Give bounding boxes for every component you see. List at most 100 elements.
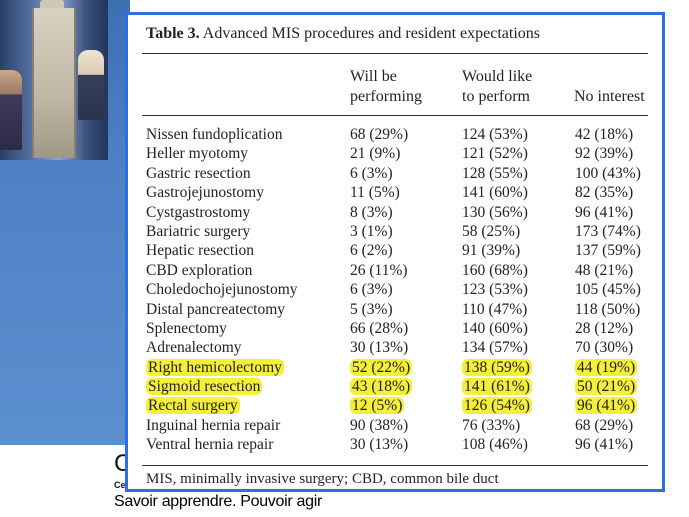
procedure-cell: Adrenalectomy <box>146 338 242 357</box>
would-like-cell: 134 (57%) <box>462 338 528 357</box>
table-row: Splenectomy 66 (28%) 140 (60%) 28 (12%) <box>142 319 648 338</box>
procedure-cell: Bariatric surgery <box>146 222 250 241</box>
procedure-cell: Right hemicolectomy <box>146 358 284 377</box>
would-like-cell: 58 (25%) <box>462 222 520 241</box>
procedure-cell: Nissen fundoplication <box>146 125 282 144</box>
will-be-performing-cell-text: 68 (29%) <box>350 126 409 143</box>
procedure-cell: Gastrojejunostomy <box>146 183 264 202</box>
table-row: Nissen fundoplication 68 (29%) 124 (53%) 42… <box>142 125 648 144</box>
will-be-performing-cell: 3 (1%) <box>350 222 393 241</box>
would-like-cell-text: 108 (46%) <box>462 436 528 454</box>
table-caption-label: Table 3. <box>146 25 200 42</box>
will-be-performing-cell-text: 11 (5%) <box>350 184 400 202</box>
would-like-cell-text: 76 (33%) <box>462 416 521 434</box>
would-like-cell-text: 91 (39%) <box>462 242 521 260</box>
will-be-performing-cell: 68 (29%) <box>350 125 408 144</box>
no-interest-cell-text: 48 (21%) <box>575 261 634 279</box>
table-row: Bariatric surgery 3 (1%) 58 (25%) 173 (74%) <box>142 222 648 241</box>
will-be-performing-cell: 30 (13%) <box>350 435 408 454</box>
column-header-line: Will be <box>350 68 397 85</box>
would-like-cell-text: 141 (61%) <box>462 378 532 396</box>
would-like-cell-text: 128 (55%) <box>462 164 528 182</box>
procedure-cell: Inguinal hernia repair <box>146 416 280 435</box>
column-header-line: Would like <box>462 68 533 85</box>
would-like-cell: 130 (56%) <box>462 203 528 222</box>
will-be-performing-cell: 11 (5%) <box>350 183 400 202</box>
procedure-cell: Rectal surgery <box>146 396 240 415</box>
no-interest-cell-text: 96 (41%) <box>575 203 634 221</box>
would-like-cell: 138 (59%) <box>462 358 532 377</box>
would-like-cell: 110 (47%) <box>462 300 527 319</box>
no-interest-cell-text: 42 (18%) <box>575 126 634 143</box>
no-interest-cell: 50 (21%) <box>575 377 638 396</box>
procedure-cell-text: Splenectomy <box>146 319 227 337</box>
will-be-performing-cell-text: 6 (2%) <box>350 242 393 260</box>
tower-image <box>32 8 76 158</box>
will-be-performing-cell: 6 (2%) <box>350 241 393 260</box>
table-footnote: MIS, minimally invasive surgery; CBD, co… <box>146 471 499 487</box>
would-like-cell: 91 (39%) <box>462 241 520 260</box>
procedure-cell: Distal pancreatectomy <box>146 300 285 319</box>
no-interest-cell-text: 100 (43%) <box>575 164 641 182</box>
will-be-performing-cell-text: 26 (11%) <box>350 261 408 279</box>
will-be-performing-cell: 43 (18%) <box>350 377 413 396</box>
procedure-cell-text: Choledochojejunostomy <box>146 281 298 299</box>
will-be-performing-cell-text: 6 (3%) <box>350 164 393 182</box>
table-row: CBD exploration 26 (11%) 160 (68%) 48 (21%) <box>142 261 648 280</box>
procedure-cell-text: CBD exploration <box>146 261 253 279</box>
will-be-performing-cell: 6 (3%) <box>350 164 393 183</box>
column-header-no-interest: No interest <box>574 88 645 105</box>
procedure-cell-text: Adrenalectomy <box>146 339 242 357</box>
column-header-will-be-performing: Will be performing <box>350 67 422 107</box>
table-row: Inguinal hernia repair 90 (38%) 76 (33%) 68… <box>142 416 648 435</box>
no-interest-cell: 100 (43%) <box>575 164 641 183</box>
will-be-performing-cell-text: 21 (9%) <box>350 145 401 163</box>
will-be-performing-cell: 90 (38%) <box>350 416 408 435</box>
slide-motto: Savoir apprendre. Pouvoir agir <box>114 493 323 510</box>
procedure-cell-text: Gastric resection <box>146 164 251 182</box>
would-like-cell-text: 58 (25%) <box>462 222 521 240</box>
no-interest-cell: 70 (30%) <box>575 338 633 357</box>
procedure-cell-text: Hepatic resection <box>146 242 255 260</box>
procedure-cell: Splenectomy <box>146 319 227 338</box>
would-like-cell-text: 124 (53%) <box>462 126 528 143</box>
column-header-line: performing <box>350 88 422 105</box>
would-like-cell-text: 130 (56%) <box>462 203 528 221</box>
would-like-cell: 140 (60%) <box>462 319 528 338</box>
no-interest-cell: 44 (19%) <box>575 358 638 377</box>
will-be-performing-cell-text: 8 (3%) <box>350 203 393 221</box>
no-interest-cell-text: 105 (45%) <box>575 281 641 299</box>
would-like-cell: 108 (46%) <box>462 435 528 454</box>
would-like-cell-text: 123 (53%) <box>462 281 528 299</box>
no-interest-cell-text: 28 (12%) <box>575 319 634 337</box>
table-body: Nissen fundoplication 68 (29%) 124 (53%) 42… <box>142 125 648 455</box>
will-be-performing-cell-text: 52 (22%) <box>350 358 413 376</box>
table-row: Right hemicolectomy 52 (22%) 138 (59%) 44 (… <box>142 358 648 377</box>
table-panel: Table 3. Advanced MIS procedures and res… <box>125 12 665 492</box>
no-interest-cell-text: 50 (21%) <box>575 378 638 396</box>
will-be-performing-cell: 21 (9%) <box>350 144 400 163</box>
would-like-cell-text: 126 (54%) <box>462 397 532 415</box>
table-row: Adrenalectomy 30 (13%) 134 (57%) 70 (30%) <box>142 338 648 357</box>
will-be-performing-cell: 52 (22%) <box>350 358 413 377</box>
will-be-performing-cell: 30 (13%) <box>350 338 408 357</box>
table-row: Hepatic resection 6 (2%) 91 (39%) 137 (59%) <box>142 241 648 260</box>
would-like-cell: 141 (61%) <box>462 377 532 396</box>
will-be-performing-cell-text: 3 (1%) <box>350 222 393 240</box>
no-interest-cell: 48 (21%) <box>575 261 633 280</box>
no-interest-cell: 105 (45%) <box>575 280 641 299</box>
no-interest-cell-text: 70 (30%) <box>575 339 634 357</box>
will-be-performing-cell-text: 43 (18%) <box>350 378 413 396</box>
procedure-cell-text: Nissen fundoplication <box>146 126 283 143</box>
table-row: Ventral hernia repair 30 (13%) 108 (46%) 96… <box>142 435 648 454</box>
will-be-performing-cell-text: 30 (13%) <box>350 339 409 357</box>
would-like-cell: 121 (52%) <box>462 144 528 163</box>
would-like-cell-text: 140 (60%) <box>462 319 528 337</box>
no-interest-cell: 173 (74%) <box>575 222 641 241</box>
procedure-cell-text: Gastrojejunostomy <box>146 184 264 202</box>
table-top-rule <box>142 53 648 54</box>
would-like-cell-text: 110 (47%) <box>462 300 528 318</box>
would-like-cell: 124 (53%) <box>462 125 528 144</box>
table-row: Sigmoid resection 43 (18%) 141 (61%) 50 (21… <box>142 377 648 396</box>
procedure-cell-text: Rectal surgery <box>146 397 240 415</box>
